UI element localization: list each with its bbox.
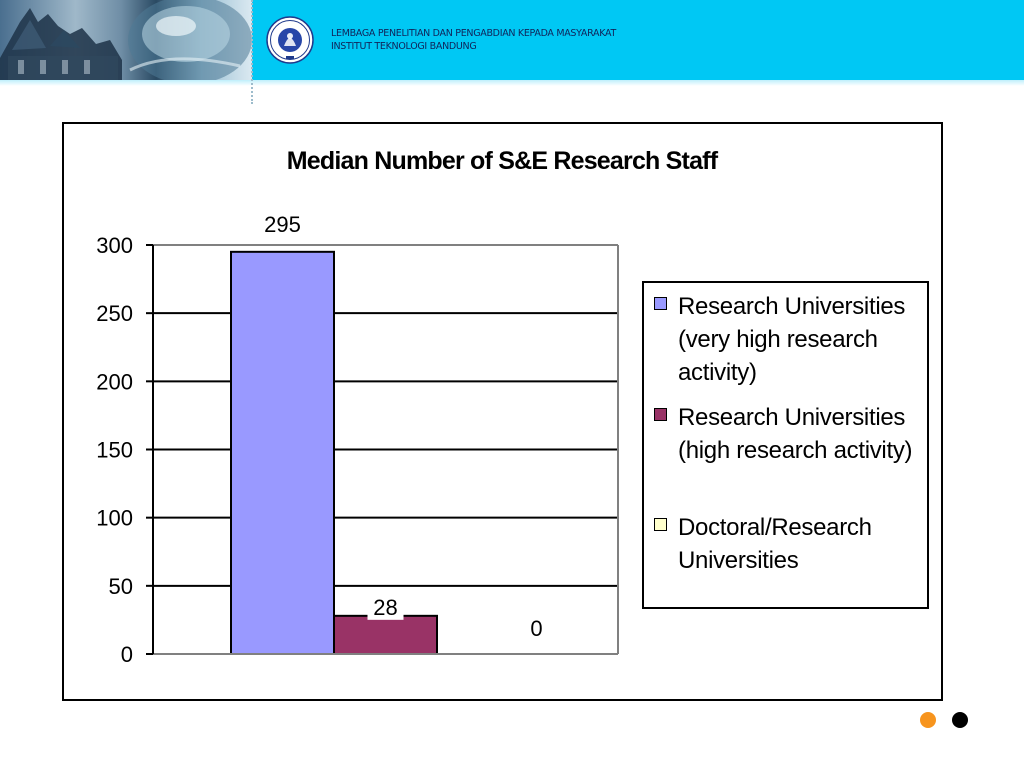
data-label-bg-high bbox=[367, 593, 404, 620]
data-label-high: 28 bbox=[373, 595, 397, 620]
y-tick-label-150: 150 bbox=[96, 438, 133, 463]
institution-line-2: INSTITUT TEKNOLOGI BANDUNG bbox=[331, 41, 477, 52]
y-tick-label-0: 0 bbox=[121, 642, 133, 667]
y-tick-label-300: 300 bbox=[96, 233, 133, 258]
legend-label-very-high: Research Universities (very high researc… bbox=[678, 293, 906, 386]
header-photo bbox=[0, 0, 252, 80]
next-slide-dot[interactable] bbox=[952, 712, 968, 728]
header-strip bbox=[0, 80, 1024, 86]
y-tick-label-250: 250 bbox=[96, 301, 133, 326]
previous-slide-dot[interactable] bbox=[920, 712, 936, 728]
bar-high bbox=[333, 614, 438, 655]
institution-line-1: LEMBAGA PENELITIAN DAN PENGABDIAN KEPADA… bbox=[331, 28, 616, 39]
legend-swatch-very-high bbox=[654, 297, 667, 310]
data-label-doctoral: 0 bbox=[530, 616, 542, 641]
data-label-very-high: 295 bbox=[264, 212, 301, 237]
y-tick-label-200: 200 bbox=[96, 369, 133, 394]
y-tick-label-100: 100 bbox=[96, 506, 133, 531]
legend-swatch-doctoral bbox=[654, 518, 667, 531]
legend-label-high: Research Universities (high research act… bbox=[678, 404, 913, 464]
y-tick-label-50: 50 bbox=[109, 574, 133, 599]
bar-very-high bbox=[230, 250, 335, 655]
legend-label-doctoral: Doctoral/Research Universities bbox=[678, 514, 872, 574]
chart-title: Median Number of S&E Research Staff bbox=[287, 147, 719, 175]
institution-name: LEMBAGA PENELITIAN DAN PENGABDIAN KEPADA… bbox=[331, 27, 616, 53]
header-divider bbox=[251, 0, 253, 104]
legend-swatch-high bbox=[654, 408, 667, 421]
itb-ganesha-logo-icon bbox=[266, 16, 314, 64]
chart-legend: Research Universities (very high researc… bbox=[642, 281, 929, 609]
